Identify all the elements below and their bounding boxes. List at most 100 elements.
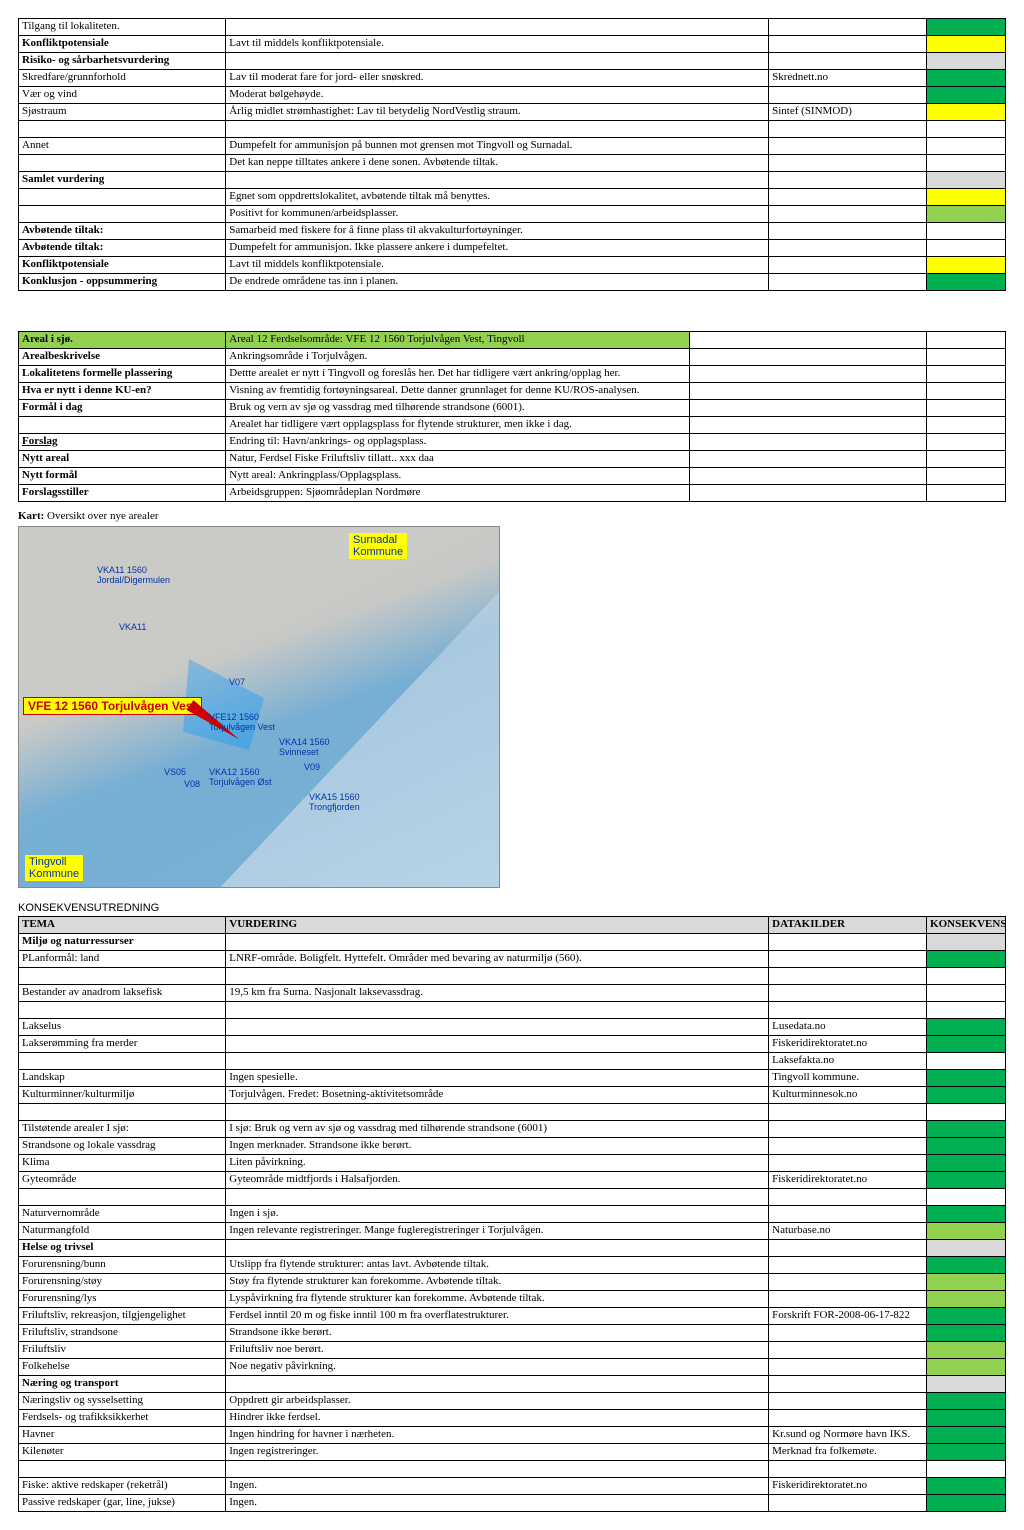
row-assessment: Årlig midlet strømhastighet: Lav til bet…: [226, 104, 769, 121]
row-tema: Miljø og naturressurser: [19, 934, 226, 951]
row-label: [19, 206, 226, 223]
row-source: [769, 121, 927, 138]
row-assessment: Samarbeid med fiskere for å finne plass …: [226, 223, 769, 240]
row-value: Nytt areal: Ankringplass/Opplagsplass.: [226, 468, 690, 485]
row-tema: [19, 968, 226, 985]
map-label-vfe12-highlight: VFE 12 1560 Torjulvågen Vest: [23, 697, 202, 715]
row-label: Hva er nytt i denne KU-en?: [19, 383, 226, 400]
row-spacer: [690, 468, 927, 485]
col-tema: TEMA: [19, 917, 226, 934]
row-datakilde: [769, 1325, 927, 1342]
row-label: Nytt areal: [19, 451, 226, 468]
row-konsekvens: [927, 1223, 1006, 1240]
row-vurdering: Støy fra flytende strukturer kan forekom…: [226, 1274, 769, 1291]
konsekvensutredning-table: TEMA VURDERING DATAKILDER KONSEKVENS Mil…: [18, 916, 1006, 1512]
row-tema: Fiske: aktive redskaper (reketrål): [19, 1478, 226, 1495]
row-source: [769, 138, 927, 155]
row-source: [769, 223, 927, 240]
row-label: Avbøtende tiltak:: [19, 240, 226, 257]
row-spacer: [927, 400, 1006, 417]
row-spacer: [690, 383, 927, 400]
row-tema: Forurensning/støy: [19, 1274, 226, 1291]
row-tema: Landskap: [19, 1070, 226, 1087]
row-datakilde: Kulturminnesok.no: [769, 1087, 927, 1104]
row-assessment: [226, 19, 769, 36]
row-datakilde: [769, 1138, 927, 1155]
row-vurdering: Utslipp fra flytende strukturer: antas l…: [226, 1257, 769, 1274]
row-assessment: Positivt for kommunen/arbeidsplasser.: [226, 206, 769, 223]
row-konsekvens: [927, 1274, 1006, 1291]
row-assessment: Dumpefelt for ammunisjon på bunnen mot g…: [226, 138, 769, 155]
col-datakilder: DATAKILDER: [769, 917, 927, 934]
row-konsekvens: [927, 1138, 1006, 1155]
row-konsekvens: [927, 1104, 1006, 1121]
row-vurdering: [226, 1189, 769, 1206]
map-label-surnadal: SurnadalKommune: [349, 533, 407, 559]
col-vurdering: VURDERING: [226, 917, 769, 934]
row-konsekvens: [927, 1155, 1006, 1172]
row-vurdering: [226, 1053, 769, 1070]
row-datakilde: [769, 985, 927, 1002]
row-source: [769, 53, 927, 70]
row-label: Forslag: [19, 434, 226, 451]
row-konsekvens: [927, 1240, 1006, 1257]
row-tema: Friluftsliv: [19, 1342, 226, 1359]
row-assessment: Det kan neppe tilltates ankere i dene so…: [226, 155, 769, 172]
map-label: V07: [229, 677, 245, 687]
row-tema: Klima: [19, 1155, 226, 1172]
row-datakilde: [769, 1393, 927, 1410]
row-datakilde: Fiskeridirektoratet.no: [769, 1036, 927, 1053]
row-konsekvens: [927, 1070, 1006, 1087]
map-label-tingvoll: TingvollKommune: [25, 855, 83, 881]
row-assessment: Lav til moderat fare for jord- eller snø…: [226, 70, 769, 87]
row-label: Konklusjon - oppsummering: [19, 274, 226, 291]
row-spacer: [690, 451, 927, 468]
row-datakilde: [769, 1206, 927, 1223]
row-spacer: [927, 417, 1006, 434]
row-konsekvens: [927, 257, 1006, 274]
row-label: Avbøtende tiltak:: [19, 223, 226, 240]
row-label: Formål i dag: [19, 400, 226, 417]
row-spacer: [690, 349, 927, 366]
row-datakilde: [769, 1359, 927, 1376]
map-label: V08: [184, 779, 200, 789]
row-label: [19, 155, 226, 172]
row-konsekvens: [927, 1087, 1006, 1104]
row-datakilde: Kr.sund og Normøre havn IKS.: [769, 1427, 927, 1444]
row-label: Lokalitetens formelle plassering: [19, 366, 226, 383]
row-vurdering: [226, 934, 769, 951]
row-vurdering: [226, 1019, 769, 1036]
row-tema: Naturmangfold: [19, 1223, 226, 1240]
row-assessment: Lavt til middels konfliktpotensiale.: [226, 257, 769, 274]
row-tema: Friluftsliv, rekreasjon, tilgjengelighet: [19, 1308, 226, 1325]
row-konsekvens: [927, 1189, 1006, 1206]
row-datakilde: [769, 934, 927, 951]
row-value: Bruk og vern av sjø og vassdrag med tilh…: [226, 400, 690, 417]
row-assessment: Moderat bølgehøyde.: [226, 87, 769, 104]
row-value: Arealet har tidligere vært opplagsplass …: [226, 417, 690, 434]
row-vurdering: Ingen registreringer.: [226, 1444, 769, 1461]
row-datakilde: [769, 1155, 927, 1172]
row-datakilde: Forskrift FOR-2008-06-17-822: [769, 1308, 927, 1325]
row-label: Forslagsstiller: [19, 485, 226, 502]
row-vurdering: LNRF-område. Boligfelt. Hyttefelt. Områd…: [226, 951, 769, 968]
row-label: Vær og vind: [19, 87, 226, 104]
row-konsekvens: [927, 951, 1006, 968]
row-value: Natur, Ferdsel Fiske Friluftsliv tillatt…: [226, 451, 690, 468]
row-spacer: [690, 400, 927, 417]
konsekvens-title: KONSEKVENSUTREDNING: [18, 902, 1006, 914]
row-tema: Folkehelse: [19, 1359, 226, 1376]
row-konsekvens: [927, 1019, 1006, 1036]
row-vurdering: Oppdrett gir arbeidsplasser.: [226, 1393, 769, 1410]
row-assessment: Egnet som oppdrettslokalitet, avbøtende …: [226, 189, 769, 206]
row-spacer: [927, 349, 1006, 366]
row-source: [769, 19, 927, 36]
row-datakilde: [769, 1461, 927, 1478]
row-konsekvens: [927, 172, 1006, 189]
row-vurdering: [226, 1240, 769, 1257]
row-datakilde: Lusedata.no: [769, 1019, 927, 1036]
map-label: VKA12 1560Torjulvågen Øst: [209, 767, 272, 787]
map-label: VKA15 1560Trongfjorden: [309, 792, 360, 812]
row-spacer: [927, 366, 1006, 383]
row-konsekvens: [927, 934, 1006, 951]
